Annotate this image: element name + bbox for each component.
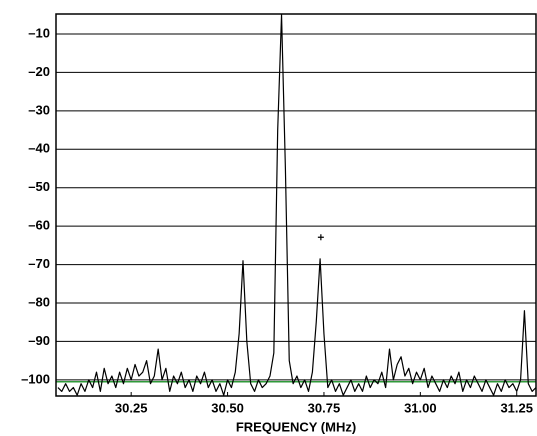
x-tick-label: 30.75 <box>308 400 341 415</box>
y-tick-label: –80 <box>28 294 50 309</box>
x-tick-label: 31.00 <box>404 400 437 415</box>
marker <box>317 234 324 241</box>
x-tick-label: 31.25 <box>500 400 533 415</box>
y-tick-label: –70 <box>28 256 50 271</box>
y-tick-label: –30 <box>28 102 50 117</box>
x-tick-label: 30.50 <box>211 400 244 415</box>
y-tick-label: –60 <box>28 218 50 233</box>
y-tick-label: –20 <box>28 64 50 79</box>
plot-frame <box>55 13 537 397</box>
y-tick-label: –50 <box>28 179 50 194</box>
x-axis-label: FREQUENCY (MHz) <box>236 419 356 434</box>
y-tick-label: –10 <box>28 25 50 40</box>
spectrum-line <box>57 14 537 396</box>
y-tick-label: –100 <box>21 371 50 386</box>
y-tick-label: –40 <box>28 141 50 156</box>
x-tick-label: 30.25 <box>115 400 148 415</box>
y-tick-label: –90 <box>28 333 50 348</box>
